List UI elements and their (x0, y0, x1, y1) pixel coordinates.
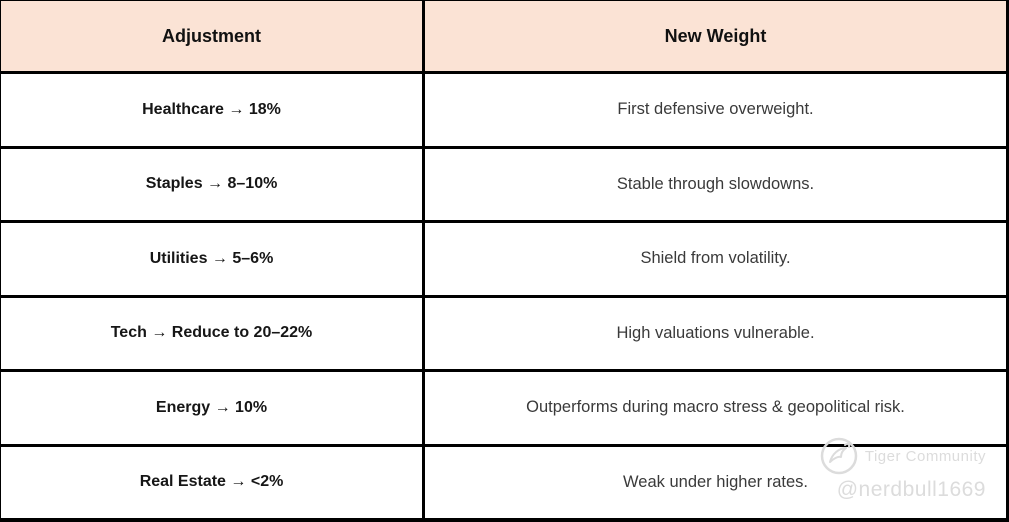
table-cell-adjustment: Real Estate → <2% (1, 446, 422, 518)
column-header-adjustment: Adjustment (1, 1, 422, 71)
table-cell-adjustment: Tech → Reduce to 20–22% (1, 297, 422, 369)
table-cell-adjustment: Healthcare → 18% (1, 74, 422, 146)
table-cell-new-weight: Weak under higher rates. (425, 446, 1006, 518)
table-cell-new-weight: First defensive overweight. (425, 74, 1006, 146)
table-cell-new-weight: Outperforms during macro stress & geopol… (425, 372, 1006, 444)
column-header-new-weight: New Weight (425, 1, 1006, 71)
table-cell-new-weight: Shield from volatility. (425, 223, 1006, 295)
table-cell-adjustment: Energy → 10% (1, 372, 422, 444)
table-cell-adjustment: Staples → 8–10% (1, 148, 422, 220)
table-cell-new-weight: High valuations vulnerable. (425, 297, 1006, 369)
table-cell-adjustment: Utilities → 5–6% (1, 223, 422, 295)
table-cell-new-weight: Stable through slowdowns. (425, 148, 1006, 220)
